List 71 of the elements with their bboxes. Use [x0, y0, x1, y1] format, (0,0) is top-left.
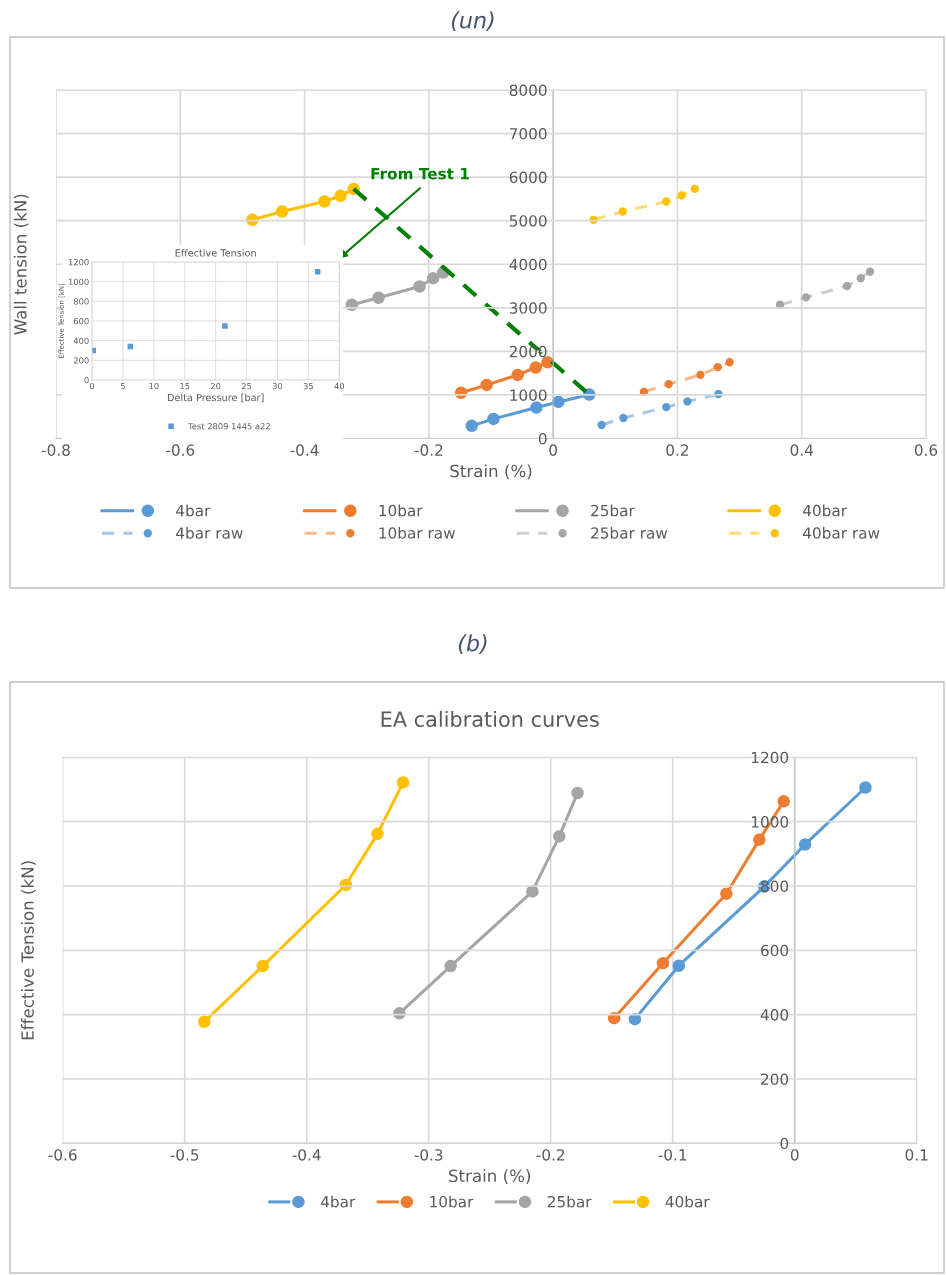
legend-label: Test 2809 1445 a22: [188, 423, 270, 430]
y-tick-label: 600: [761, 944, 789, 957]
chart-title: EA calibration curves: [381, 710, 599, 728]
legend-label: 40bar: [665, 1195, 710, 1208]
y-tick-label: 1000: [751, 816, 789, 828]
chart-title: Effective Tension: [175, 249, 256, 257]
x-tick-label: -0.4: [290, 444, 319, 456]
x-tick-label: 20: [210, 382, 221, 390]
text: (un): [451, 11, 494, 32]
x-tick-label: -0.2: [414, 444, 443, 456]
y-tick-label: 5000: [509, 215, 547, 227]
legend-label: 4bar: [320, 1195, 356, 1208]
x-tick-label: 0.2: [666, 444, 689, 456]
y-axis-title: Wall tension (kN): [13, 194, 29, 335]
legend-label: 10bar: [379, 504, 423, 517]
y-tick-label: 1000: [510, 389, 547, 401]
y-tick-label: 7000: [509, 128, 547, 140]
x-tick-label: 15: [180, 383, 190, 390]
x-tick-label: 0: [549, 444, 557, 456]
y-tick-label: 8000: [509, 84, 547, 97]
y-tick-label: 6000: [509, 171, 547, 184]
x-tick-label: 0.6: [914, 444, 938, 456]
x-axis-title: Delta Pressure [bar]: [167, 393, 264, 403]
y-tick-label: 1200: [751, 751, 789, 764]
legend-label: 40bar: [803, 504, 848, 517]
x-tick-label: 0: [89, 382, 95, 390]
legend-label: 25bar: [591, 504, 635, 517]
y-tick-label: 3000: [509, 302, 547, 314]
legend-label: 40bar raw: [803, 526, 880, 539]
x-tick-label: -0.1: [658, 1149, 687, 1161]
legend-label: 25bar raw: [591, 526, 668, 539]
text: (b): [458, 634, 487, 655]
legend-label: 10bar raw: [379, 526, 455, 539]
x-tick-label: -0.6: [166, 444, 195, 456]
y-tick-label: 0: [84, 376, 89, 384]
x-tick-label: 30: [272, 382, 283, 390]
legend-label: 4bar: [176, 504, 211, 517]
x-tick-label: -0.2: [536, 1149, 565, 1161]
x-tick-label: 0.1: [905, 1149, 928, 1161]
y-tick-label: 0: [538, 432, 547, 445]
y-tick-label: 1200: [68, 258, 89, 266]
y-tick-label: 1000: [68, 278, 89, 285]
y-tick-label: 800: [73, 298, 89, 305]
y-tick-label: 2000: [509, 345, 547, 358]
legend-label: 25bar: [547, 1195, 592, 1208]
x-tick-label: -0.8: [41, 444, 70, 456]
x-tick-label: 40: [334, 382, 345, 390]
x-axis-title: Strain (%): [449, 1169, 531, 1185]
y-tick-label: 800: [761, 880, 789, 892]
y-tick-label: 200: [73, 357, 89, 364]
x-tick-label: 5: [120, 383, 125, 390]
x-tick-label: -0.5: [170, 1149, 199, 1161]
y-tick-label: 400: [73, 337, 89, 344]
x-tick-label: 0.4: [790, 444, 814, 456]
x-tick-label: 0: [790, 1149, 799, 1161]
y-tick-label: 0: [780, 1137, 789, 1150]
y-tick-label: 200: [761, 1073, 789, 1085]
x-tick-label: -0.3: [414, 1149, 443, 1161]
legend-label: 10bar: [430, 1195, 474, 1208]
x-tick-label: 25: [241, 382, 252, 390]
legend-label: 4bar raw: [176, 526, 243, 539]
x-tick-label: 10: [149, 382, 159, 390]
y-tick-label: 4000: [509, 258, 547, 271]
x-tick-label: -0.6: [48, 1149, 77, 1161]
x-tick-label: 35: [303, 382, 313, 390]
annotation: From Test 1: [371, 168, 469, 180]
y-axis-title: Effective Tension (kN): [20, 861, 36, 1040]
x-axis-title: Strain (%): [450, 464, 532, 480]
x-tick-label: -0.4: [292, 1149, 321, 1161]
y-tick-label: 600: [73, 317, 89, 325]
y-tick-label: 400: [760, 1009, 789, 1021]
